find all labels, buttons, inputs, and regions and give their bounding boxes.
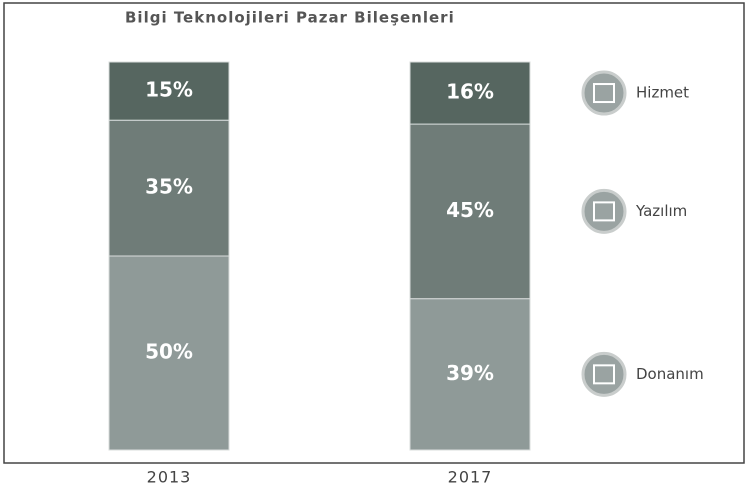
- x-tick-label: 2017: [448, 468, 493, 487]
- legend-icon-glyph: [593, 364, 615, 385]
- legend-label: Hizmet: [636, 84, 689, 102]
- chart-title: Bilgi Teknolojileri Pazar Bileşenleri: [125, 9, 455, 27]
- legend-icon-glyph: [593, 83, 615, 104]
- legend-label: Yazılım: [635, 202, 687, 220]
- bar-segment: [409, 61, 531, 125]
- legend-icon: [581, 70, 627, 116]
- bar-segment: [409, 298, 531, 451]
- legend-label: Donanım: [636, 365, 704, 383]
- value-label: 50%: [145, 340, 193, 364]
- value-label: 45%: [446, 198, 494, 222]
- bar-segment: [108, 61, 230, 121]
- bar-segment: [409, 123, 531, 300]
- legend-icon-glyph: [593, 201, 615, 222]
- legend-icon: [581, 188, 627, 234]
- value-label: 39%: [446, 361, 494, 385]
- value-label: 35%: [145, 175, 193, 199]
- legend-icon: [581, 351, 627, 397]
- x-tick-label: 2013: [147, 468, 192, 487]
- value-label: 16%: [446, 80, 494, 104]
- value-label: 15%: [145, 78, 193, 102]
- bar-segment: [108, 255, 230, 451]
